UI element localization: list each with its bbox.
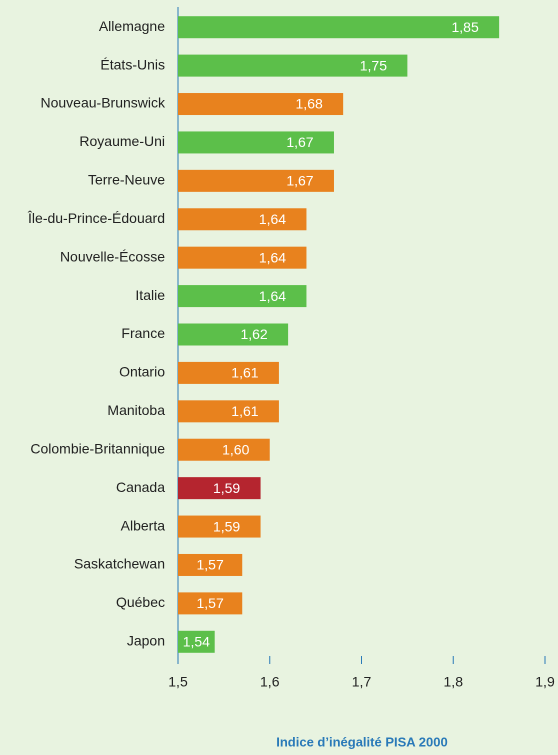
x-tick-label: 1,6 — [260, 674, 280, 690]
bar — [178, 438, 270, 461]
y-tick-label: Japon — [127, 632, 165, 648]
y-tick-label: États-Unis — [100, 56, 165, 72]
value-label: 1,57 — [196, 595, 223, 611]
y-tick-label: Nouveau-Brunswick — [41, 95, 166, 111]
value-label: 1,64 — [259, 249, 286, 265]
value-label: 1,54 — [183, 633, 210, 649]
bar — [178, 400, 279, 423]
y-tick-label: Manitoba — [107, 402, 165, 418]
bar — [178, 93, 344, 116]
value-label: 1,67 — [286, 173, 313, 189]
y-tick-label: Colombie-Britannique — [30, 440, 165, 456]
bar — [178, 246, 307, 269]
y-tick-label: Italie — [135, 287, 165, 303]
y-tick-label: Saskatchewan — [74, 556, 165, 572]
x-axis-title: Indice d’inégalité PISA 2000 — [276, 734, 447, 749]
y-tick-label: Allemagne — [99, 18, 165, 34]
x-tick-label: 1,5 — [168, 674, 188, 690]
bar — [178, 323, 289, 346]
value-label: 1,57 — [196, 557, 223, 573]
bar — [178, 169, 334, 192]
bar — [178, 54, 408, 77]
x-tick-label: 1,7 — [352, 674, 372, 690]
bar — [178, 477, 261, 500]
x-tick-label: 1,9 — [535, 674, 555, 690]
y-tick-label: Royaume-Uni — [79, 133, 165, 149]
value-label: 1,59 — [213, 480, 240, 496]
bar — [178, 553, 243, 576]
value-label: 1,68 — [296, 96, 323, 112]
value-label: 1,59 — [213, 518, 240, 534]
y-tick-label: Nouvelle-Écosse — [60, 248, 165, 264]
y-tick-label: France — [121, 325, 165, 341]
y-tick-label: Terre-Neuve — [88, 172, 165, 188]
bar — [178, 630, 215, 653]
value-label: 1,64 — [259, 288, 286, 304]
y-tick-label: Québec — [116, 594, 165, 610]
value-label: 1,61 — [231, 403, 258, 419]
x-tick-label: 1,8 — [444, 674, 464, 690]
value-label: 1,60 — [222, 441, 249, 457]
bar — [178, 285, 307, 308]
value-label: 1,64 — [259, 211, 286, 227]
bar — [178, 592, 243, 615]
bar — [178, 131, 334, 154]
y-tick-label: Île-du-Prince-Édouard — [27, 210, 165, 226]
value-label: 1,62 — [240, 326, 267, 342]
bar — [178, 361, 279, 384]
value-label: 1,75 — [360, 57, 387, 73]
y-tick-label: Alberta — [121, 517, 166, 533]
y-tick-label: Canada — [116, 479, 165, 495]
bar — [178, 16, 500, 39]
value-label: 1,67 — [286, 134, 313, 150]
bar — [178, 208, 307, 231]
value-label: 1,85 — [452, 19, 479, 35]
value-label: 1,61 — [231, 365, 258, 381]
bar — [178, 515, 261, 538]
y-tick-label: Ontario — [119, 364, 165, 380]
